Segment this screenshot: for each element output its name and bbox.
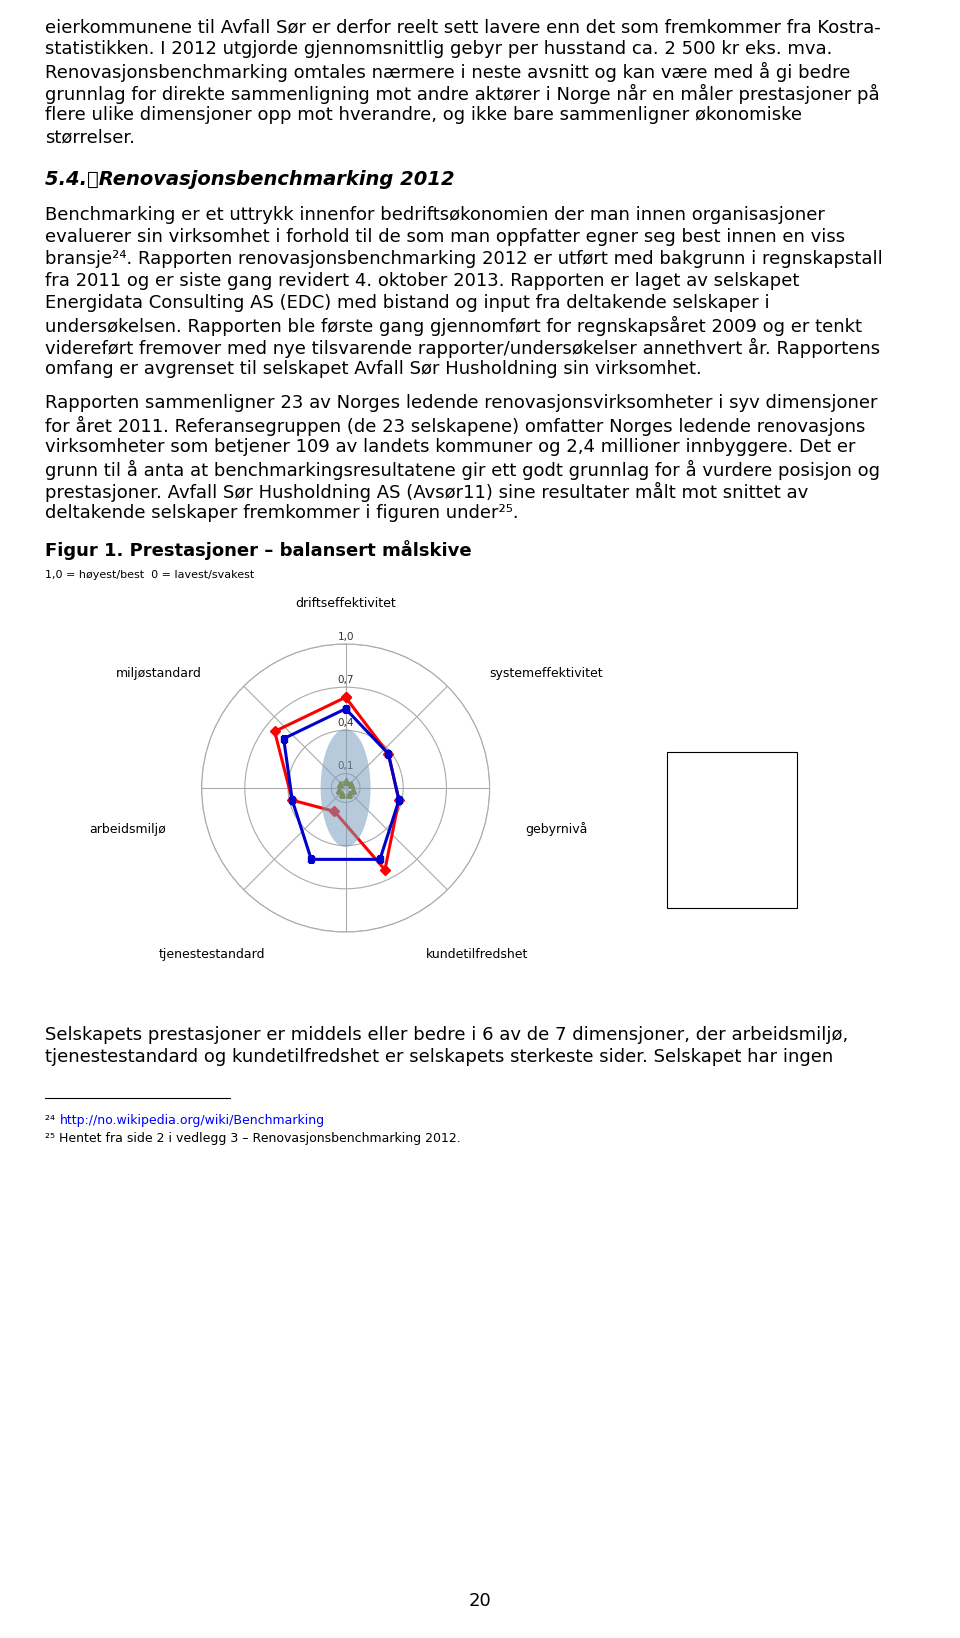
Text: evaluerer sin virksomhet i forhold til de som man oppfatter egner seg best innen: evaluerer sin virksomhet i forhold til d… — [45, 228, 845, 246]
Text: Renovasjonsbenchmarking omtales nærmere i neste avsnitt og kan være med å gi bed: Renovasjonsbenchmarking omtales nærmere … — [45, 62, 851, 82]
Text: Avsør11: Avsør11 — [713, 775, 763, 788]
Text: tjenestestandard og kundetilfredshet er selskapets sterkeste sider. Selskapet ha: tjenestestandard og kundetilfredshet er … — [45, 1048, 833, 1066]
Text: Rapporten sammenligner 23 av Norges ledende renovasjonsvirksomheter i syv dimens: Rapporten sammenligner 23 av Norges lede… — [45, 395, 877, 413]
Text: 1,0 = høyest/best  0 = lavest/svakest: 1,0 = høyest/best 0 = lavest/svakest — [45, 570, 254, 580]
Text: Energidata Consulting AS (EDC) med bistand og input fra deltakende selskaper i: Energidata Consulting AS (EDC) med bista… — [45, 293, 770, 311]
Text: arbeidsmiljø: arbeidsmiljø — [89, 822, 166, 835]
Text: prestasjoner. Avfall Sør Husholdning AS (Avsør11) sine resultater målt mot snitt: prestasjoner. Avfall Sør Husholdning AS … — [45, 482, 808, 503]
Text: statistikken. I 2012 utgjorde gjennomsnittlig gebyr per husstand ca. 2 500 kr ek: statistikken. I 2012 utgjorde gjennomsni… — [45, 39, 832, 57]
Text: videreført fremover med nye tilsvarende rapporter/undersøkelser annethvert år. R: videreført fremover med nye tilsvarende … — [45, 337, 880, 359]
Text: gebyrnivå: gebyrnivå — [525, 822, 588, 835]
Text: driftseffektivitet: driftseffektivitet — [296, 598, 396, 611]
Text: 20: 20 — [468, 1592, 492, 1610]
Text: Figur 1. Prestasjoner – balansert målskive: Figur 1. Prestasjoner – balansert målski… — [45, 541, 471, 560]
Text: grunnlag for direkte sammenligning mot andre aktører i Norge når en måler presta: grunnlag for direkte sammenligning mot a… — [45, 84, 879, 105]
Text: Benchmarking er et uttrykk innenfor bedriftsøkonomien der man innen organisasjon: Benchmarking er et uttrykk innenfor bedr… — [45, 206, 825, 224]
Text: kundetilfredshet: kundetilfredshet — [425, 947, 528, 960]
Text: 5.4.	Renovasjonsbenchmarking 2012: 5.4. Renovasjonsbenchmarking 2012 — [45, 170, 455, 188]
Text: eierkommunene til Avfall Sør er derfor reelt sett lavere enn det som fremkommer : eierkommunene til Avfall Sør er derfor r… — [45, 18, 880, 36]
Text: ²⁵ Hentet fra side 2 i vedlegg 3 – Renovasjonsbenchmarking 2012.: ²⁵ Hentet fra side 2 i vedlegg 3 – Renov… — [45, 1132, 461, 1145]
Text: undersøkelsen. Rapporten ble første gang gjennomført for regnskapsåret 2009 og e: undersøkelsen. Rapporten ble første gang… — [45, 316, 862, 336]
Text: flere ulike dimensjoner opp mot hverandre, og ikke bare sammenligner økonomiske: flere ulike dimensjoner opp mot hverandr… — [45, 106, 802, 124]
Text: systemeffektivitet: systemeffektivitet — [490, 667, 603, 680]
Text: 0,7: 0,7 — [337, 675, 354, 685]
Text: 0,4: 0,4 — [337, 717, 354, 729]
Text: 1,0: 1,0 — [337, 632, 354, 642]
Text: Middel: Middel — [713, 827, 755, 840]
Text: tjenestestandard: tjenestestandard — [159, 947, 266, 960]
Text: deltakende selskaper fremkommer i figuren under²⁵.: deltakende selskaper fremkommer i figure… — [45, 505, 518, 523]
Text: fra 2011 og er siste gang revidert 4. oktober 2013. Rapporten er laget av selska: fra 2011 og er siste gang revidert 4. ok… — [45, 272, 800, 290]
Text: http://no.wikipedia.org/wiki/Benchmarking: http://no.wikipedia.org/wiki/Benchmarkin… — [60, 1114, 325, 1127]
Text: størrelser.: størrelser. — [45, 128, 135, 146]
Text: 0,1: 0,1 — [337, 762, 354, 771]
Text: miljøstandard: miljøstandard — [115, 667, 202, 680]
Text: Selskapets prestasjoner er middels eller bedre i 6 av de 7 dimensjoner, der arbe: Selskapets prestasjoner er middels eller… — [45, 1025, 849, 1043]
Text: for året 2011. Referansegruppen (de 23 selskapene) omfatter Norges ledende renov: for året 2011. Referansegruppen (de 23 s… — [45, 416, 865, 436]
Text: grunn til å anta at benchmarkingsresultatene gir ett godt grunnlag for å vurdere: grunn til å anta at benchmarkingsresulta… — [45, 460, 880, 480]
Text: omfang er avgrenset til selskapet Avfall Sør Husholdning sin virksomhet.: omfang er avgrenset til selskapet Avfall… — [45, 360, 702, 378]
Text: ²⁴: ²⁴ — [45, 1114, 59, 1127]
Text: virksomheter som betjener 109 av landets kommuner og 2,4 millioner innbyggere. D: virksomheter som betjener 109 av landets… — [45, 437, 855, 455]
Text: bransje²⁴. Rapporten renovasjonsbenchmarking 2012 er utført med bakgrunn i regns: bransje²⁴. Rapporten renovasjonsbenchmar… — [45, 251, 883, 269]
